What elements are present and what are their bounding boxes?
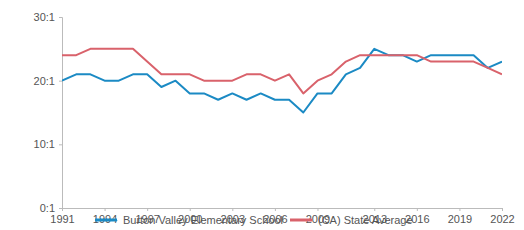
legend-swatch <box>290 219 312 222</box>
x-tick-label: 2019 <box>448 213 472 225</box>
series-line <box>62 49 502 113</box>
chart: 0:110:120:130:11991199419972000200320062… <box>0 0 524 230</box>
y-tick-mark <box>59 17 62 18</box>
y-tick: 20:1 <box>34 75 62 87</box>
x-tick-mark <box>317 208 318 211</box>
x-tick-mark <box>275 208 276 211</box>
x-tick-mark <box>417 208 418 211</box>
y-tick-mark <box>59 81 62 82</box>
x-tick: 1994 <box>93 208 117 225</box>
x-tick-mark <box>105 208 106 211</box>
series-line <box>62 49 502 94</box>
x-tick-label: 1991 <box>50 213 74 225</box>
legend-label: (CA) State Average <box>318 214 413 226</box>
y-tick: 30:1 <box>34 11 62 23</box>
x-tick: 1991 <box>50 208 74 225</box>
y-tick-label: 30:1 <box>34 11 55 23</box>
plot-area <box>62 49 502 113</box>
x-tick-label: 1994 <box>93 213 117 225</box>
x-tick-mark <box>190 208 191 211</box>
x-tick: 2019 <box>448 208 472 225</box>
y-axis: 0:110:120:130:1 <box>34 11 63 214</box>
x-tick-label: 2022 <box>490 213 514 225</box>
legend: Burton Valley Elementary School (CA) Stat… <box>95 214 413 226</box>
legend-swatch <box>95 219 117 222</box>
y-tick-mark <box>59 208 62 209</box>
x-tick-mark <box>459 208 460 211</box>
x-tick-mark <box>374 208 375 211</box>
x-tick-mark <box>502 208 503 211</box>
x-tick: 2022 <box>490 208 514 225</box>
x-axis-line <box>63 209 503 212</box>
y-tick-label: 10:1 <box>34 138 55 150</box>
x-tick-mark <box>147 208 148 211</box>
y-tick: 10:1 <box>34 138 62 150</box>
y-axis-line <box>59 18 63 209</box>
x-tick-mark <box>232 208 233 211</box>
y-tick-label: 20:1 <box>34 75 55 87</box>
y-tick-mark <box>59 144 62 145</box>
x-tick-mark <box>62 208 63 211</box>
legend-label: Burton Valley Elementary School <box>123 214 283 226</box>
